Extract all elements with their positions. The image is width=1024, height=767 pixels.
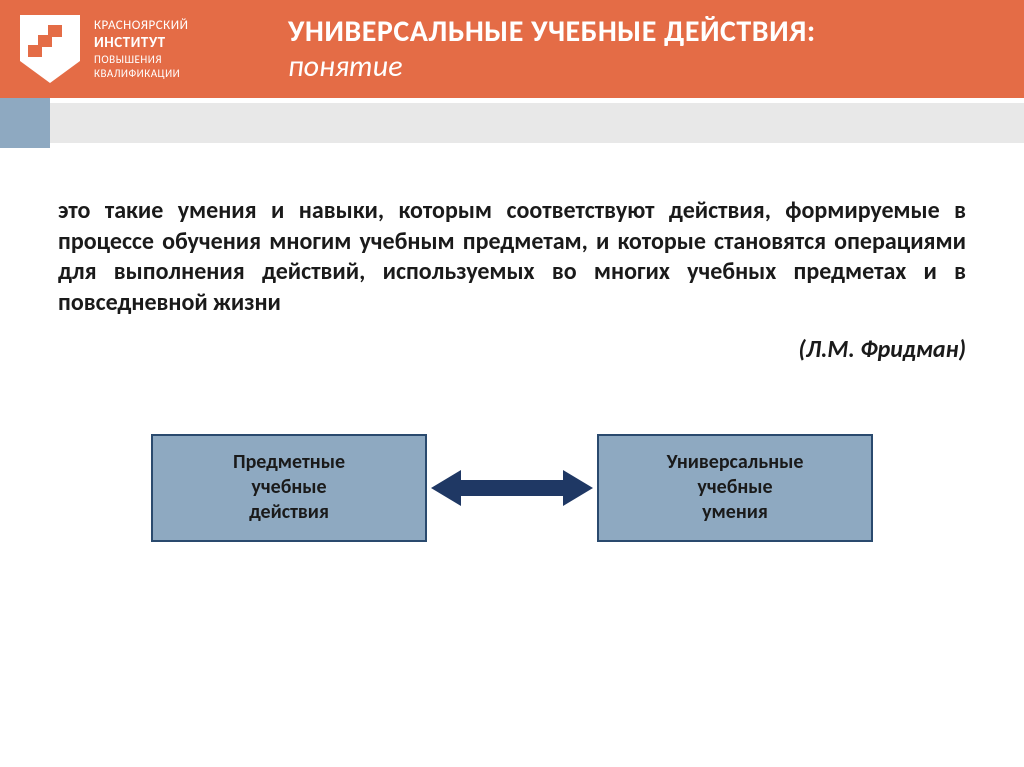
- box-right-label: Универсальныеучебныеумения: [667, 450, 804, 525]
- logo-line2: ИНСТИТУТ: [94, 34, 188, 53]
- title-block: УНИВЕРСАЛЬНЫЕ УЧЕБНЫЕ ДЕЙСТВИЯ: понятие: [260, 13, 1024, 85]
- definition-paragraph: это такие умения и навыки, которым соотв…: [0, 148, 1024, 319]
- box-left: Предметныеучебныедействия: [151, 434, 427, 542]
- logo-line1: КРАСНОЯРСКИЙ: [94, 18, 188, 34]
- attribution: (Л.М. Фридман): [0, 319, 1024, 364]
- accent-row: [0, 98, 1024, 148]
- accent-square: [0, 98, 50, 148]
- accent-bar: [50, 103, 1024, 143]
- double-arrow-icon: [427, 466, 597, 510]
- logo-block: КРАСНОЯРСКИЙ ИНСТИТУТ ПОВЫШЕНИЯ КВАЛИФИК…: [0, 0, 260, 98]
- title-sub: понятие: [288, 48, 1024, 85]
- logo-line3: ПОВЫШЕНИЯ: [94, 53, 188, 67]
- box-right: Универсальныеучебныеумения: [597, 434, 873, 542]
- concept-diagram: Предметныеучебныедействия Универсальныеу…: [0, 434, 1024, 542]
- logo-text: КРАСНОЯРСКИЙ ИНСТИТУТ ПОВЫШЕНИЯ КВАЛИФИК…: [94, 18, 188, 81]
- logo-line4: КВАЛИФИКАЦИИ: [94, 67, 188, 81]
- logo-shield-icon: [18, 13, 82, 85]
- header: КРАСНОЯРСКИЙ ИНСТИТУТ ПОВЫШЕНИЯ КВАЛИФИК…: [0, 0, 1024, 98]
- title-main: УНИВЕРСАЛЬНЫЕ УЧЕБНЫЕ ДЕЙСТВИЯ:: [288, 13, 1024, 50]
- double-arrow: [427, 466, 597, 510]
- box-left-label: Предметныеучебныедействия: [233, 450, 345, 525]
